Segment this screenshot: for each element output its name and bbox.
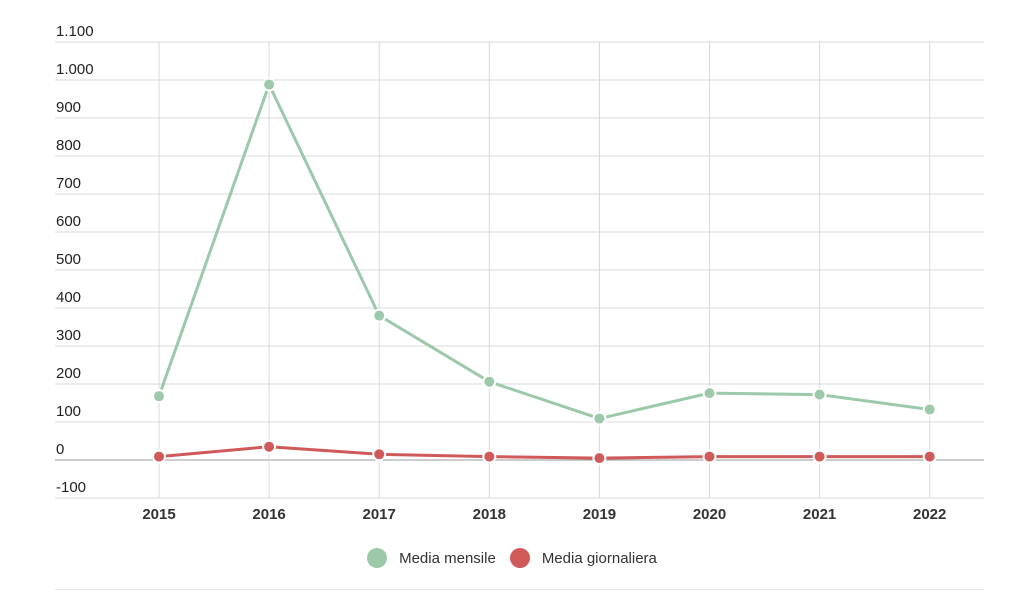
data-point <box>812 449 827 464</box>
data-point <box>592 411 607 426</box>
data-point <box>482 449 497 464</box>
x-tick-label: 2021 <box>803 506 836 523</box>
legend-label-media-mensile: Media mensile <box>399 549 496 567</box>
y-tick-label: 600 <box>56 213 81 230</box>
x-tick-label: 2020 <box>693 506 726 523</box>
x-tick-label: 2018 <box>473 506 506 523</box>
y-tick-label: 800 <box>56 137 81 154</box>
x-tick-label: 2017 <box>363 506 396 523</box>
x-tick-label: 2022 <box>913 506 946 523</box>
data-point <box>702 386 717 401</box>
legend-swatch-media-giornaliera <box>509 548 530 568</box>
y-tick-label: -100 <box>56 479 86 496</box>
series-line-1 <box>157 445 932 460</box>
data-point <box>262 439 277 454</box>
line-chart: 1.100 1.000 900 800 700 600 500 400 300 200 100 0 -1… <box>55 23 984 523</box>
legend-swatch-media-mensile <box>367 548 388 568</box>
data-point <box>812 387 827 402</box>
data-point <box>152 389 166 404</box>
data-point <box>922 449 937 464</box>
data-point <box>702 449 717 464</box>
legend-label-media-giornaliera: Media giornaliera <box>541 549 657 567</box>
legend-item-media-giornaliera[interactable]: Media giornaliera <box>509 548 657 568</box>
x-tick-label: 2016 <box>252 506 285 523</box>
y-tick-label: 200 <box>56 365 81 382</box>
y-tick-label: 100 <box>56 403 81 420</box>
series-line-0 <box>157 83 932 421</box>
data-point <box>372 308 387 323</box>
data-point <box>152 449 166 464</box>
y-tick-label: 900 <box>56 99 81 116</box>
data-point <box>372 447 387 462</box>
y-tick-label: 0 <box>56 441 64 458</box>
y-tick-label: 500 <box>56 251 81 268</box>
chart-legend: Media mensile Media giornaliera <box>0 548 1024 568</box>
y-tick-label: 1.000 <box>56 61 94 78</box>
y-tick-label: 300 <box>56 327 81 344</box>
y-tick-label: 700 <box>56 175 81 192</box>
x-tick-label: 2015 <box>142 506 175 523</box>
x-tick-label: 2019 <box>583 506 616 523</box>
data-point <box>922 402 937 417</box>
data-point <box>262 77 277 92</box>
y-tick-label: 1.100 <box>56 23 94 40</box>
y-tick-label: 400 <box>56 289 81 306</box>
data-point <box>482 374 497 389</box>
data-point <box>592 451 607 466</box>
legend-item-media-mensile[interactable]: Media mensile <box>367 548 496 568</box>
bottom-divider <box>55 589 984 590</box>
